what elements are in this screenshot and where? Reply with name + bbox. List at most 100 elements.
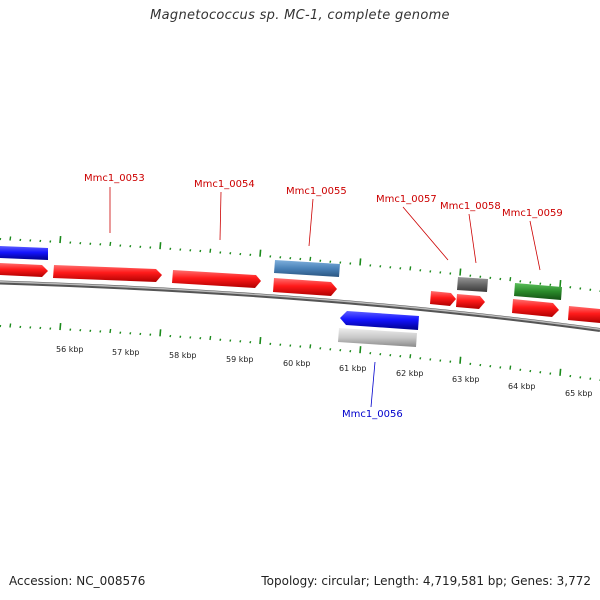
scale-tick xyxy=(369,351,372,355)
scale-tick xyxy=(539,371,542,374)
scale-tick xyxy=(169,247,172,251)
scale-tick xyxy=(259,249,262,257)
scale-tick xyxy=(269,342,272,346)
scale-tick xyxy=(9,323,12,328)
scale-tick xyxy=(529,369,532,373)
scale-tick xyxy=(489,276,492,280)
scale-tick xyxy=(39,239,42,243)
gene-green-block[interactable] xyxy=(514,283,562,300)
scale-tick xyxy=(429,358,432,361)
inner-tick-ring xyxy=(0,322,600,381)
scale-tick xyxy=(339,261,342,264)
tick-label-64: 64 kbp xyxy=(508,382,536,391)
scale-tick xyxy=(289,256,292,260)
scale-tick xyxy=(39,326,42,330)
scale-tick xyxy=(449,272,452,275)
label-mmc1-0054[interactable]: Mmc1_0054 xyxy=(194,179,255,190)
scale-tick xyxy=(129,244,132,248)
gene-mmc1-0056[interactable] xyxy=(340,311,419,330)
gene-mmc1-0053[interactable] xyxy=(53,265,162,282)
scale-tick xyxy=(379,265,382,268)
scale-tick xyxy=(579,376,582,379)
scale-tick xyxy=(309,344,312,349)
scale-tick xyxy=(449,360,452,363)
accession-text: Accession: NC_008576 xyxy=(9,574,146,588)
scale-tick xyxy=(539,282,542,285)
gene-red-1[interactable] xyxy=(0,263,48,277)
map-title: Magnetococcus sp. MC-1, complete genome xyxy=(150,8,450,23)
gene-mmc1-0057[interactable] xyxy=(430,291,456,306)
scale-tick xyxy=(159,242,162,250)
scale-tick xyxy=(409,354,412,359)
gene-blue-left[interactable] xyxy=(0,246,48,260)
scale-tick xyxy=(469,362,472,366)
label-mmc1-0057[interactable]: Mmc1_0057 xyxy=(376,194,437,205)
scale-tick xyxy=(79,241,82,245)
scale-tick xyxy=(569,286,572,289)
scale-tick xyxy=(179,248,182,251)
scale-tick xyxy=(159,329,162,337)
scale-tick xyxy=(199,249,202,253)
scale-tick xyxy=(79,328,82,332)
scale-tick xyxy=(229,339,232,342)
scale-tick xyxy=(109,241,112,247)
gene-mmc1-0054[interactable] xyxy=(172,270,261,288)
scale-tick xyxy=(0,324,2,328)
gene-mmc1-0056-light[interactable] xyxy=(338,328,417,347)
gene-grey-block[interactable] xyxy=(457,277,488,292)
scale-tick xyxy=(129,332,132,335)
scale-tick xyxy=(459,356,462,364)
scale-tick xyxy=(9,236,12,241)
scale-tick xyxy=(149,246,152,249)
scale-tick xyxy=(359,346,362,354)
gene-red-right[interactable] xyxy=(568,306,600,323)
scale-tick xyxy=(529,281,532,284)
label-mmc1-0059[interactable]: Mmc1_0059 xyxy=(502,208,563,219)
gene-mmc1-0055-block[interactable] xyxy=(274,260,340,277)
label-mmc1-0055[interactable]: Mmc1_0055 xyxy=(286,186,347,197)
scale-tick xyxy=(59,322,62,331)
scale-tick xyxy=(559,279,562,288)
scale-tick xyxy=(99,243,102,246)
tick-label-58: 58 kbp xyxy=(169,351,197,360)
scale-tick xyxy=(199,337,202,340)
scale-tick xyxy=(509,365,512,370)
scale-tick xyxy=(179,335,182,338)
scale-tick xyxy=(589,377,592,380)
scale-tick xyxy=(209,335,212,341)
tick-label-57: 57 kbp xyxy=(112,348,140,357)
scale-tick xyxy=(469,274,472,277)
scale-tick xyxy=(509,277,512,282)
scale-tick xyxy=(119,331,122,334)
scale-tick xyxy=(479,363,482,367)
label-mmc1-0058[interactable]: Mmc1_0058 xyxy=(440,201,501,212)
scale-tick xyxy=(109,328,112,334)
scale-tick xyxy=(579,287,582,290)
scale-tick xyxy=(349,262,352,265)
scale-tick xyxy=(289,344,292,347)
scale-tick xyxy=(319,347,322,350)
scale-tick xyxy=(29,239,32,242)
label-mmc1-0056[interactable]: Mmc1_0056 xyxy=(342,409,403,420)
scale-tick xyxy=(389,353,392,357)
tick-label-62: 62 kbp xyxy=(396,369,424,378)
label-mmc1-0053[interactable]: Mmc1_0053 xyxy=(84,173,145,184)
scale-tick xyxy=(369,264,372,267)
scale-tick xyxy=(499,366,502,369)
scale-tick xyxy=(399,267,402,270)
gene-mmc1-0058[interactable] xyxy=(456,294,485,309)
scale-tick xyxy=(299,257,302,261)
scale-tick xyxy=(299,345,302,348)
genome-backbone-highlight xyxy=(0,281,600,331)
scale-tick xyxy=(239,252,242,256)
scale-tick xyxy=(219,251,222,254)
tick-label-63: 63 kbp xyxy=(452,375,480,384)
scale-tick xyxy=(389,266,392,269)
gene-mmc1-0059[interactable] xyxy=(512,299,559,317)
scale-tick xyxy=(269,255,272,258)
scale-tick xyxy=(239,340,242,343)
scale-tick xyxy=(189,336,192,339)
scale-tick xyxy=(379,352,382,356)
tick-label-61: 61 kbp xyxy=(339,364,367,373)
gene-mmc1-0055[interactable] xyxy=(273,278,337,296)
